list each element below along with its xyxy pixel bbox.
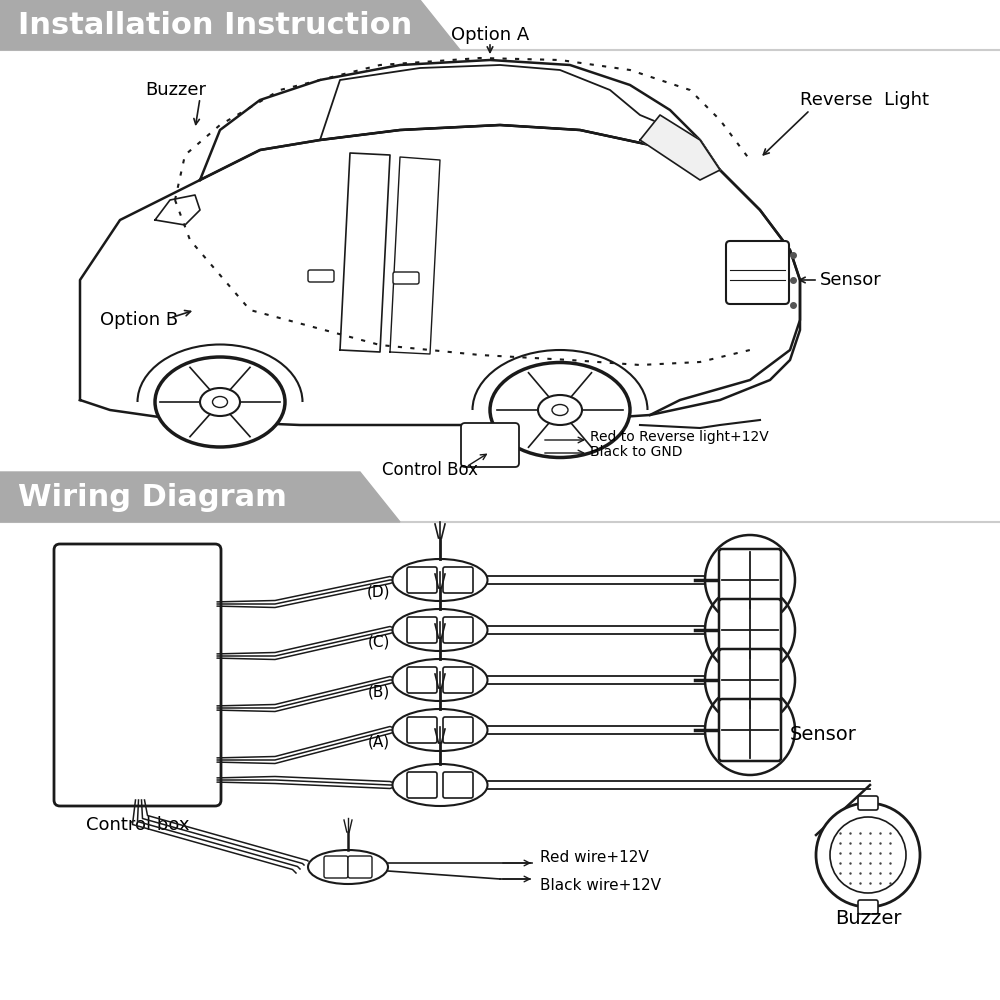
FancyBboxPatch shape <box>393 272 419 284</box>
Text: Sensor: Sensor <box>820 271 882 289</box>
Circle shape <box>816 803 920 907</box>
Polygon shape <box>155 195 200 225</box>
Text: Black to GND: Black to GND <box>590 445 682 459</box>
Ellipse shape <box>490 362 630 458</box>
FancyBboxPatch shape <box>858 900 878 914</box>
FancyBboxPatch shape <box>407 617 437 643</box>
FancyBboxPatch shape <box>407 667 437 693</box>
Ellipse shape <box>392 659 488 701</box>
FancyBboxPatch shape <box>443 717 473 743</box>
FancyBboxPatch shape <box>726 241 789 304</box>
FancyBboxPatch shape <box>443 772 473 798</box>
FancyBboxPatch shape <box>324 856 348 878</box>
Ellipse shape <box>392 559 488 601</box>
FancyBboxPatch shape <box>858 796 878 810</box>
Text: Black wire+12V: Black wire+12V <box>540 878 661 892</box>
Text: Wiring Diagram: Wiring Diagram <box>18 483 287 512</box>
FancyBboxPatch shape <box>719 649 781 711</box>
Ellipse shape <box>308 850 388 884</box>
Text: (A): (A) <box>368 734 390 750</box>
Text: Buzzer: Buzzer <box>835 908 901 928</box>
FancyBboxPatch shape <box>407 772 437 798</box>
Polygon shape <box>80 125 800 425</box>
Polygon shape <box>0 0 460 50</box>
FancyBboxPatch shape <box>719 549 781 611</box>
FancyBboxPatch shape <box>443 567 473 593</box>
FancyBboxPatch shape <box>54 544 221 806</box>
FancyBboxPatch shape <box>443 667 473 693</box>
FancyBboxPatch shape <box>348 856 372 878</box>
FancyBboxPatch shape <box>461 423 519 467</box>
FancyBboxPatch shape <box>407 567 437 593</box>
Text: Red wire+12V: Red wire+12V <box>540 850 649 864</box>
FancyBboxPatch shape <box>407 717 437 743</box>
Ellipse shape <box>392 609 488 651</box>
Polygon shape <box>200 60 720 180</box>
Ellipse shape <box>155 357 285 447</box>
Polygon shape <box>0 472 400 522</box>
Text: (C): (C) <box>368 635 390 650</box>
Ellipse shape <box>392 709 488 751</box>
Text: Red to Reverse light+12V: Red to Reverse light+12V <box>590 430 769 444</box>
FancyBboxPatch shape <box>719 699 781 761</box>
FancyBboxPatch shape <box>719 599 781 661</box>
Polygon shape <box>640 115 720 180</box>
FancyBboxPatch shape <box>443 617 473 643</box>
Text: Installation Instruction: Installation Instruction <box>18 10 412 39</box>
Text: Control box: Control box <box>86 816 189 834</box>
FancyBboxPatch shape <box>308 270 334 282</box>
Text: Control Box: Control Box <box>382 461 478 479</box>
Ellipse shape <box>392 764 488 806</box>
Text: Sensor: Sensor <box>790 726 857 744</box>
Text: Reverse  Light: Reverse Light <box>800 91 929 109</box>
Text: Option A: Option A <box>451 26 529 44</box>
Text: Option B: Option B <box>100 311 178 329</box>
Text: Buzzer: Buzzer <box>145 81 206 99</box>
Text: (D): (D) <box>366 584 390 599</box>
Text: (B): (B) <box>368 684 390 700</box>
